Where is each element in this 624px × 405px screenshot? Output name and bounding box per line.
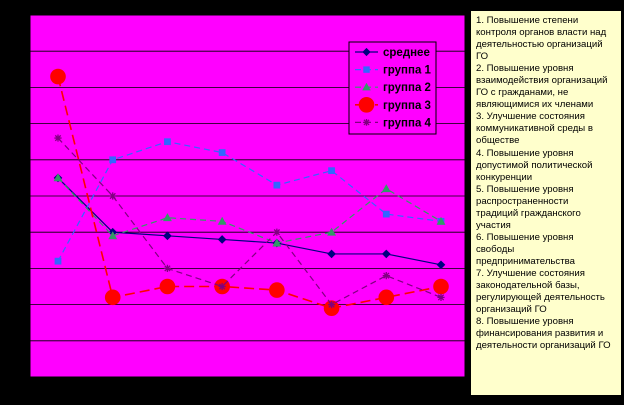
legend-item: группа 3 bbox=[355, 96, 431, 113]
series-среднее bbox=[53, 173, 446, 270]
data-point bbox=[382, 272, 390, 280]
data-point bbox=[217, 235, 227, 244]
data-point bbox=[104, 289, 121, 306]
series-line bbox=[57, 177, 442, 266]
note-item: 6. Повышение уровня свободы предпринимат… bbox=[476, 231, 575, 267]
data-point bbox=[218, 149, 226, 156]
note-item: 1. Повышение степени контроля органов вл… bbox=[476, 15, 607, 63]
data-point bbox=[54, 257, 62, 265]
data-point bbox=[327, 227, 337, 236]
data-point bbox=[327, 249, 336, 259]
data-point bbox=[269, 282, 285, 298]
series-line bbox=[57, 137, 442, 306]
data-point bbox=[327, 301, 336, 309]
data-point bbox=[217, 216, 227, 225]
note-item: 2. Повышение уровня взаимодействия орган… bbox=[476, 63, 608, 111]
data-point bbox=[54, 134, 62, 142]
data-point bbox=[53, 173, 63, 182]
data-point bbox=[108, 231, 118, 240]
legend-item: среднее bbox=[355, 47, 430, 59]
legend-label: группа 1 bbox=[383, 65, 432, 77]
data-point bbox=[218, 282, 226, 291]
data-point bbox=[109, 156, 117, 164]
data-point bbox=[362, 47, 371, 57]
data-point bbox=[50, 68, 66, 85]
data-point bbox=[362, 82, 371, 91]
data-point bbox=[273, 181, 281, 189]
data-point bbox=[433, 278, 449, 295]
line-chart: среднее группа 1 группа 2 группа 3 группа 4 bbox=[29, 14, 466, 378]
legend-label: группа 2 bbox=[383, 82, 431, 94]
data-point bbox=[436, 260, 446, 270]
series-line bbox=[57, 76, 442, 310]
data-point bbox=[381, 249, 391, 259]
legend: среднее группа 1 группа 2 группа 3 группа 4 bbox=[348, 41, 437, 135]
data-point bbox=[363, 119, 370, 126]
data-point bbox=[164, 138, 171, 146]
data-point bbox=[328, 167, 335, 175]
series-группа-4 bbox=[54, 134, 445, 309]
data-point bbox=[381, 184, 391, 193]
note-item: 4. Повышение уровня допустимой политичес… bbox=[476, 147, 593, 183]
series-line bbox=[57, 141, 442, 262]
data-point bbox=[272, 238, 282, 247]
note-item: 5. Повышение уровня распространенности т… bbox=[476, 183, 581, 231]
data-point bbox=[163, 231, 172, 241]
legend-label: группа 3 bbox=[383, 100, 431, 112]
legend-label: среднее bbox=[383, 47, 430, 59]
data-point bbox=[162, 213, 172, 222]
series-группа-2 bbox=[53, 173, 446, 247]
data-point bbox=[363, 66, 370, 73]
series-группа-3 bbox=[50, 68, 449, 317]
legend-label: группа 4 bbox=[383, 117, 432, 129]
data-point bbox=[437, 293, 445, 301]
data-point bbox=[382, 210, 390, 218]
series-layer bbox=[50, 68, 449, 317]
data-point bbox=[436, 216, 446, 225]
note-item: 3. Улучшение состояния коммуникативной с… bbox=[476, 111, 593, 147]
data-point bbox=[109, 192, 117, 200]
data-point bbox=[358, 96, 375, 113]
data-point bbox=[163, 264, 172, 272]
legend-box bbox=[348, 41, 437, 135]
legend-item: группа 4 bbox=[355, 117, 432, 129]
data-point bbox=[323, 300, 340, 317]
legend-item: группа 2 bbox=[355, 82, 431, 94]
series-line bbox=[57, 177, 442, 244]
notes-panel: 1. Повышение степени контроля органов вл… bbox=[470, 10, 622, 396]
data-point bbox=[273, 228, 281, 236]
note-item: 7. Улучшение состояния законодательной б… bbox=[476, 267, 605, 316]
data-point bbox=[159, 278, 176, 295]
data-point bbox=[378, 289, 395, 306]
legend-item: группа 1 bbox=[355, 65, 432, 77]
note-item: 8. Повышение уровня финансирования разви… bbox=[476, 316, 611, 352]
